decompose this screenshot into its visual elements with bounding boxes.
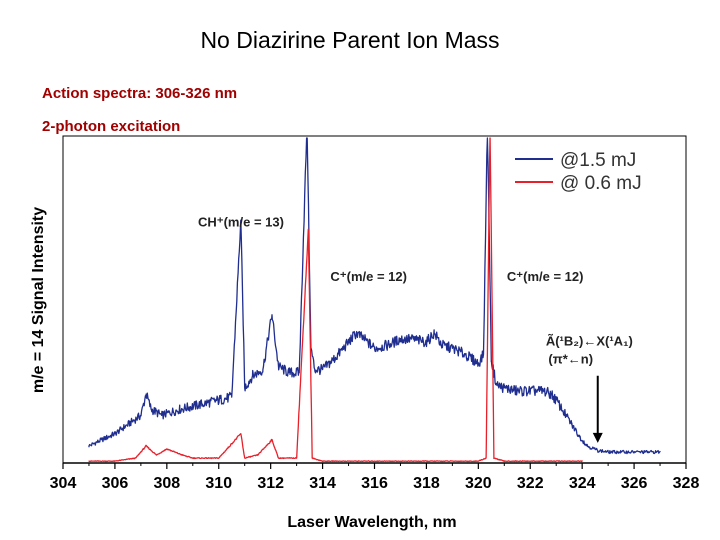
x-tick-label: 310 [205,475,232,492]
x-tick-label: 318 [413,475,440,492]
x-axis: 304 306 308 310 312 314 316 318 320 322 324 326 328 [50,462,700,492]
subtitle-line-2: 2-photon excitation [42,118,181,135]
subtitle-line-1: Action spectra: 306-326 nm [42,85,238,102]
legend-label: @ 0.6 mJ [560,173,642,194]
x-tick-label: 312 [257,475,284,492]
peak-annotation: Ã(¹B₂)←X(¹A₁) [546,333,633,348]
x-tick-label: 316 [361,475,388,492]
peak-annotation: C⁺(m/e = 12) [330,269,407,284]
x-tick-label: 326 [621,475,648,492]
peak-annotation: CH⁺(m/e = 13) [198,214,284,229]
x-tick-label: 324 [569,475,596,492]
x-tick-label: 320 [465,475,492,492]
legend: @1.5 mJ@ 0.6 mJ [515,150,642,194]
series-layer [88,137,661,463]
legend-label: @1.5 mJ [560,150,636,171]
peak-annotation: C⁺(m/e = 12) [507,269,584,284]
x-tick-label: 306 [102,475,129,492]
x-tick-label: 304 [50,475,77,492]
y-axis-label: m/e = 14 Signal Intensity [30,207,47,393]
x-tick-label: 322 [517,475,544,492]
x-axis-label: Laser Wavelength, nm [287,514,456,531]
series-line [88,137,583,463]
annotations: CH⁺(m/e = 13) C⁺(m/e = 12) C⁺(m/e = 12) Ã(¹… [198,214,633,443]
slide-title: No Diazirine Parent Ion Mass [200,27,500,53]
x-tick-label: 328 [673,475,700,492]
peak-annotation: (π*←n) [548,352,593,367]
x-tick-label: 314 [309,475,336,492]
transition-arrowhead [592,432,603,443]
series-line [88,137,661,455]
x-tick-label: 308 [153,475,180,492]
